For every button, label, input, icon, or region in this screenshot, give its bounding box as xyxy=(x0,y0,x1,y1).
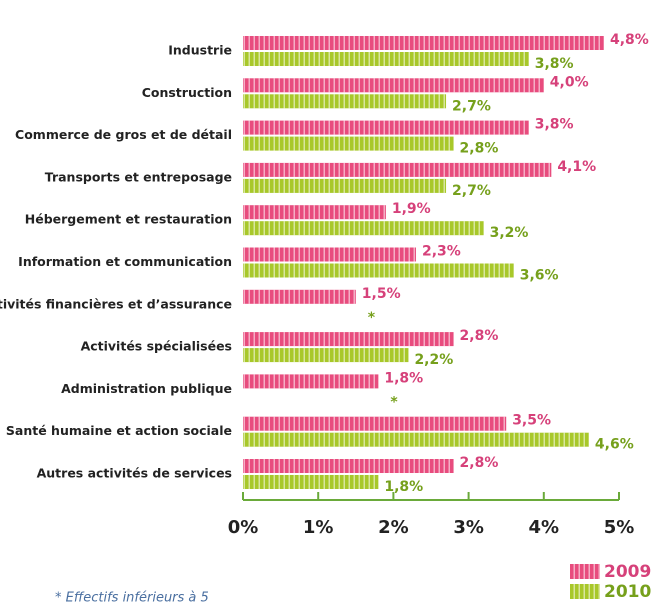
category-label: Information et communication xyxy=(18,254,232,269)
legend-label: 2009 xyxy=(604,562,651,582)
value-label: 4,6% xyxy=(595,437,634,453)
category-label: Administration publique xyxy=(61,381,232,396)
bar-stripes xyxy=(243,36,604,50)
x-tick-label: 2% xyxy=(378,517,409,538)
bar-stripes xyxy=(243,52,529,66)
category-label: Hébergement et restauration xyxy=(25,212,232,227)
bar-stripes xyxy=(243,94,447,109)
value-label: * xyxy=(368,310,376,326)
category-label: Transports et entreposage xyxy=(45,169,232,184)
bar-stripes xyxy=(243,289,356,304)
value-label: 2,8% xyxy=(460,328,499,344)
value-label: 1,9% xyxy=(392,201,431,217)
category-label: Activités spécialisées xyxy=(81,339,232,354)
value-label: 3,8% xyxy=(535,56,574,72)
x-tick-label: 3% xyxy=(453,517,484,538)
category-label: Construction xyxy=(142,85,232,100)
category-label: Santé humaine et action sociale xyxy=(6,423,232,438)
x-tick-label: 4% xyxy=(529,517,560,538)
value-label: 4,8% xyxy=(610,32,649,48)
bar-stripes xyxy=(243,416,507,431)
category-label: Industrie xyxy=(168,43,232,58)
bar-stripes xyxy=(243,178,447,193)
value-label: 3,8% xyxy=(535,117,574,133)
legend-label: 2010 xyxy=(604,582,651,602)
x-tick-label: 5% xyxy=(604,517,635,538)
bar-stripes xyxy=(243,348,409,363)
x-tick-label: 0% xyxy=(228,517,259,538)
bar-stripes xyxy=(243,205,386,220)
bar-stripes xyxy=(243,432,589,447)
value-label: 2,8% xyxy=(460,455,499,471)
x-tick-label: 1% xyxy=(303,517,334,538)
category-label: Commerce de gros et de détail xyxy=(15,127,232,142)
bar-stripes xyxy=(243,332,454,347)
value-label: 3,5% xyxy=(512,413,551,429)
bar-stripes xyxy=(243,78,544,93)
bar-stripes xyxy=(243,136,454,151)
bar-stripes xyxy=(243,120,529,135)
category-label: Activités financières et d’assurance xyxy=(0,296,232,311)
value-label: 4,1% xyxy=(557,159,596,175)
bar-stripes xyxy=(243,374,379,389)
value-label: 3,6% xyxy=(520,268,559,284)
value-label: 2,2% xyxy=(414,352,453,368)
value-label: 2,3% xyxy=(422,244,461,260)
value-label: * xyxy=(390,394,398,410)
value-label: 4,0% xyxy=(550,74,589,90)
bar-stripes xyxy=(243,162,552,177)
bar-stripes xyxy=(243,247,416,262)
legend-swatch-stripes xyxy=(570,564,600,579)
value-label: 1,5% xyxy=(362,286,401,302)
bar-stripes xyxy=(243,475,379,489)
bar-stripes xyxy=(243,221,484,236)
category-label: Autres activités de services xyxy=(37,466,232,481)
value-label: 2,8% xyxy=(460,141,499,157)
legend-swatch-stripes xyxy=(570,584,600,599)
value-label: 2,7% xyxy=(452,98,491,114)
value-label: 2,7% xyxy=(452,183,491,199)
value-label: 3,2% xyxy=(490,225,529,241)
value-label: 1,8% xyxy=(384,370,423,386)
value-label: 1,8% xyxy=(384,479,423,495)
footnote: * Effectifs inférieurs à 5 xyxy=(55,591,209,605)
bar-stripes xyxy=(243,263,514,278)
bar-stripes xyxy=(243,459,454,473)
